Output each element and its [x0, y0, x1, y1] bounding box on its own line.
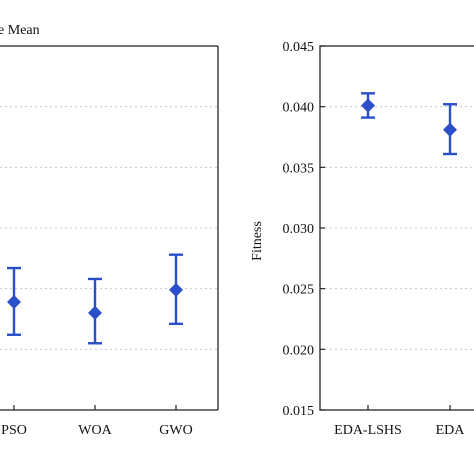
mean-marker [169, 282, 183, 297]
right-y-tick-labels: 0.045 0.040 0.035 0.030 0.025 0.020 0.015 [283, 40, 325, 419]
left-x-tick-labels: PSO WOA GWO [1, 405, 193, 438]
y-tick-label: 0.040 [283, 101, 315, 116]
mean-marker [88, 305, 102, 320]
x-tick-label: WOA [78, 423, 112, 438]
x-tick-label: EDA-LSHS [334, 423, 402, 438]
right-data-marks [361, 92, 457, 156]
y-tick-label: 0.015 [283, 404, 315, 419]
left-chart: e Mean PSO WOA GWO [0, 23, 219, 438]
x-tick-label: PSO [1, 423, 27, 438]
mean-marker [443, 122, 457, 137]
mean-marker [361, 98, 375, 113]
left-chart-title: e Mean [0, 23, 40, 38]
y-tick-label: 0.030 [283, 222, 315, 237]
y-tick-label: 0.045 [283, 40, 315, 55]
y-tick-label: 0.020 [283, 343, 315, 358]
right-gridlines [320, 106, 474, 350]
left-gridlines [0, 106, 218, 350]
right-chart: Fitness 0.0450.0400.0350.0300.0250.0200.… [250, 40, 474, 438]
x-tick-label: EDA [436, 423, 466, 438]
right-x-tick-labels: EDA-LSHS EDA [334, 405, 465, 438]
y-tick-label: 0.025 [283, 283, 315, 298]
left-data-marks [7, 253, 183, 345]
right-y-axis-label: Fitness [250, 221, 265, 261]
x-tick-label: GWO [159, 423, 192, 438]
y-tick-label: 0.035 [283, 161, 315, 176]
mean-marker [7, 295, 21, 310]
